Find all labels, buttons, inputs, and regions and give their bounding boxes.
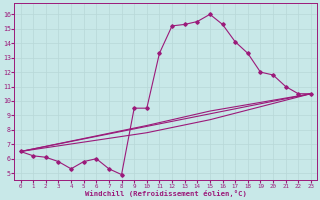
X-axis label: Windchill (Refroidissement éolien,°C): Windchill (Refroidissement éolien,°C) xyxy=(85,190,247,197)
